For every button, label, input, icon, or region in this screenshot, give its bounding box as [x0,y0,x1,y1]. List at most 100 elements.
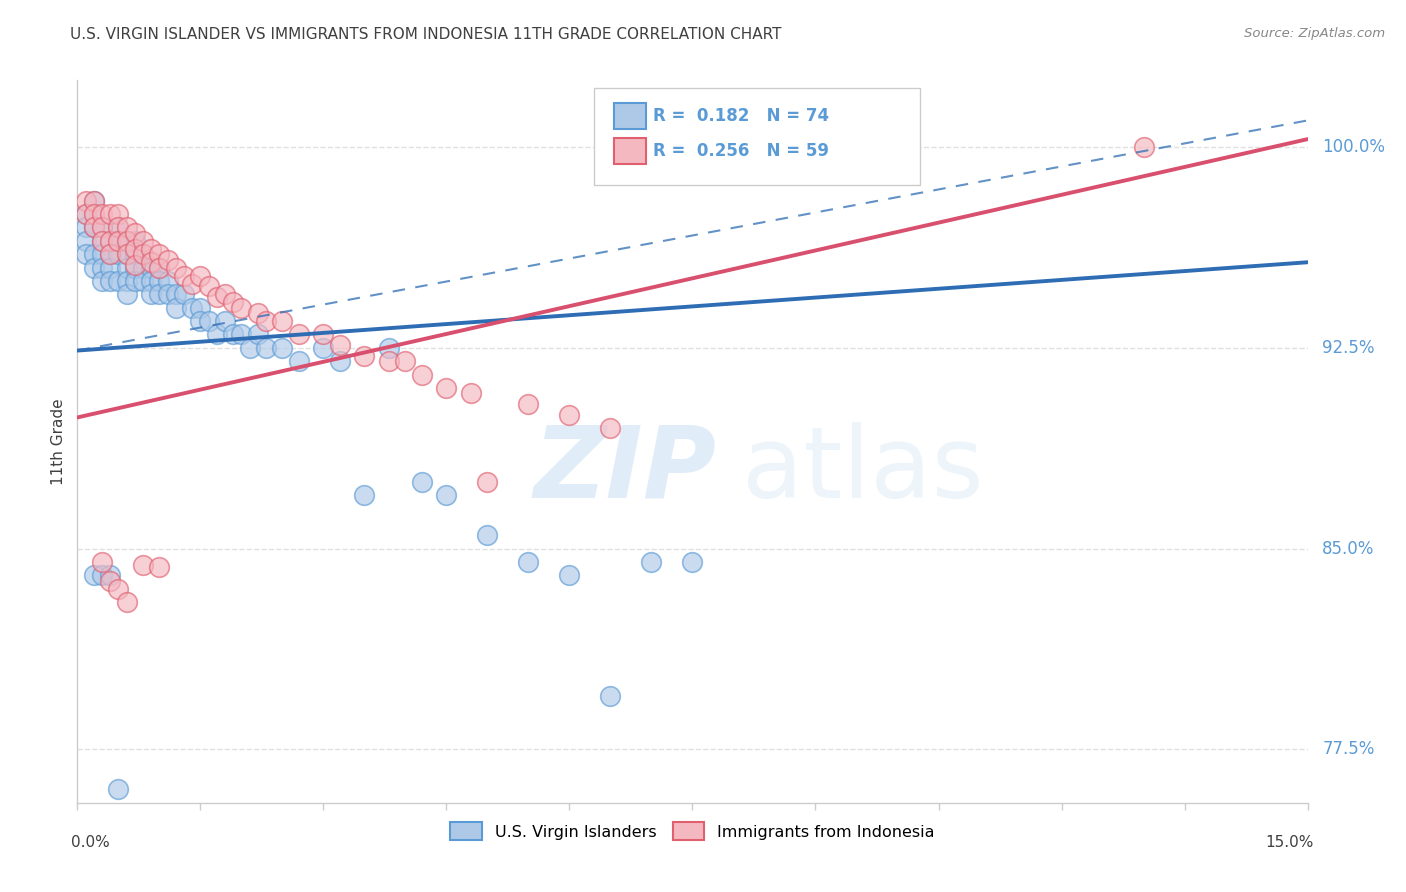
Point [148,560,170,574]
Point [98,207,121,221]
Point [173,268,195,283]
Point [90,260,114,275]
Point [98,568,121,582]
FancyBboxPatch shape [614,103,645,128]
Point [107,247,129,261]
Point [83,194,105,208]
Text: R =  0.182   N = 74: R = 0.182 N = 74 [654,107,830,125]
Point [148,274,170,288]
Point [90,207,114,221]
Point [107,207,129,221]
Point [90,555,114,569]
Point [517,555,540,569]
Point [83,207,105,221]
Point [107,234,129,248]
Point [205,290,228,304]
Point [682,555,704,569]
Point [124,260,146,275]
Point [205,327,228,342]
Point [411,368,433,382]
Text: Source: ZipAtlas.com: Source: ZipAtlas.com [1244,27,1385,40]
Point [477,528,499,542]
Point [165,301,187,315]
Point [115,247,138,261]
Point [378,354,401,368]
Text: atlas: atlas [742,422,983,519]
Point [214,314,236,328]
Point [90,247,114,261]
Point [148,287,170,301]
Point [83,568,105,582]
Text: ZIP: ZIP [534,422,717,519]
FancyBboxPatch shape [614,138,645,164]
Point [254,314,277,328]
Text: 92.5%: 92.5% [1323,339,1375,357]
Point [411,475,433,489]
Point [517,397,540,411]
Point [98,247,121,261]
Point [197,314,219,328]
Point [124,274,146,288]
Point [477,475,499,489]
Point [141,274,163,288]
Text: 100.0%: 100.0% [1323,138,1385,156]
Point [214,287,236,301]
Point [115,220,138,235]
Point [124,226,146,240]
Point [107,782,129,797]
Point [141,260,163,275]
Point [558,568,581,582]
Point [124,258,146,272]
Point [75,194,97,208]
Point [148,247,170,261]
Point [75,247,97,261]
Point [148,260,170,275]
Text: 77.5%: 77.5% [1323,740,1375,758]
Text: U.S. VIRGIN ISLANDER VS IMMIGRANTS FROM INDONESIA 11TH GRADE CORRELATION CHART: U.S. VIRGIN ISLANDER VS IMMIGRANTS FROM … [70,27,782,42]
Point [165,287,187,301]
Point [83,247,105,261]
Point [460,386,482,401]
Text: 0.0%: 0.0% [72,835,110,850]
Text: R =  0.256   N = 59: R = 0.256 N = 59 [654,142,830,160]
Point [271,341,294,355]
Point [288,354,311,368]
Point [75,207,97,221]
Point [148,260,170,275]
Point [436,488,458,502]
Point [222,327,245,342]
Point [254,341,277,355]
Point [132,274,155,288]
Point [197,279,219,293]
Point [90,274,114,288]
Legend: U.S. Virgin Islanders, Immigrants from Indonesia: U.S. Virgin Islanders, Immigrants from I… [444,815,941,847]
Point [98,234,121,248]
Point [83,194,105,208]
Point [115,234,138,248]
FancyBboxPatch shape [595,87,920,185]
Text: 15.0%: 15.0% [1265,835,1313,850]
Point [98,247,121,261]
Point [599,689,621,703]
Point [90,234,114,248]
Text: 85.0%: 85.0% [1323,540,1375,558]
Point [90,568,114,582]
Point [115,234,138,248]
Point [115,247,138,261]
Point [181,301,204,315]
Point [124,247,146,261]
Point [90,220,114,235]
Point [107,220,129,235]
Point [115,287,138,301]
Point [558,408,581,422]
Point [115,595,138,609]
Point [329,338,352,352]
Point [156,252,179,267]
Point [83,220,105,235]
Point [173,287,195,301]
Point [75,234,97,248]
Point [107,234,129,248]
Point [75,207,97,221]
Point [599,421,621,435]
Point [107,220,129,235]
